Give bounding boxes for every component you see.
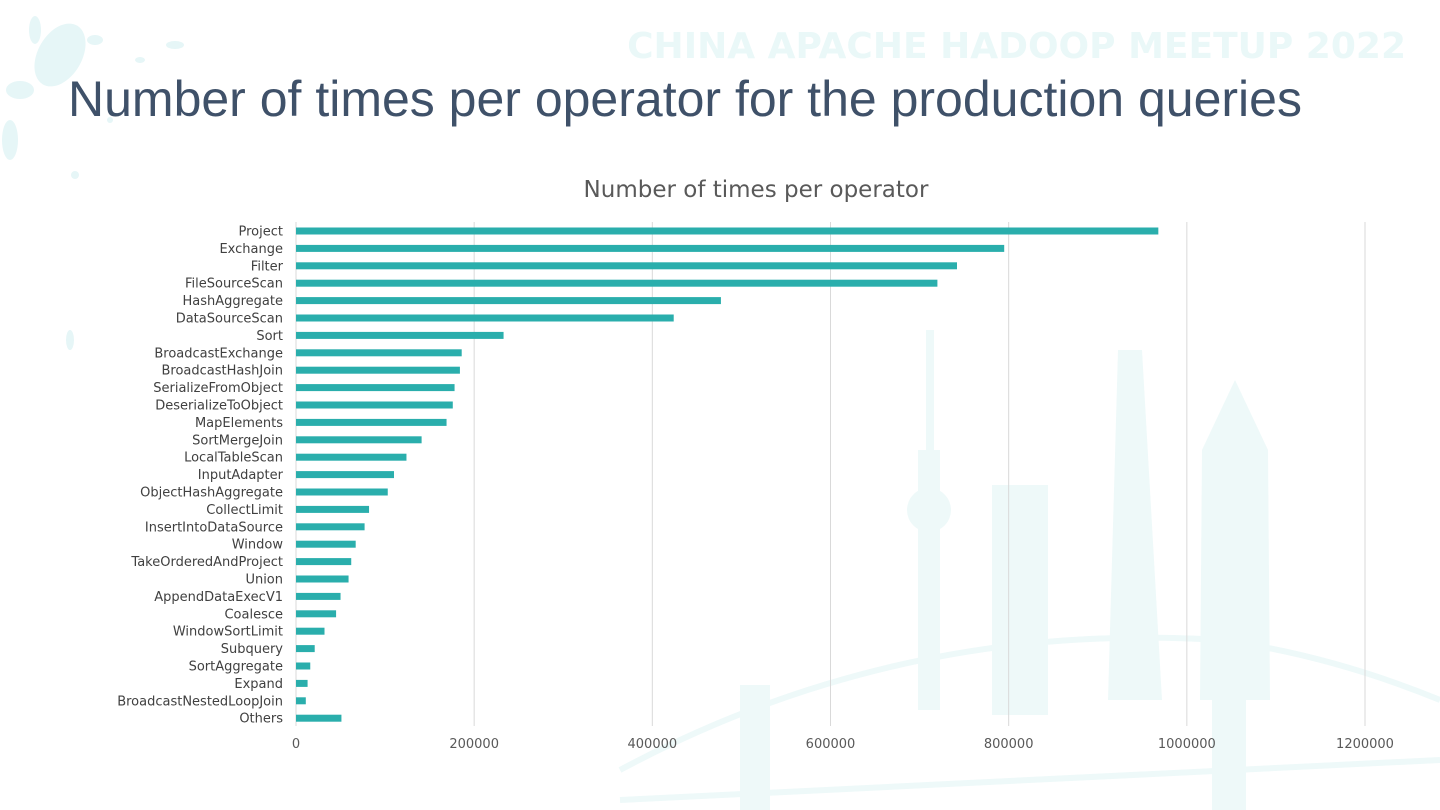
bar-broadcastexchange [296, 349, 462, 357]
bar-datasourcescan [296, 314, 674, 322]
slide-title: Number of times per operator for the pro… [68, 71, 1302, 127]
bar-localtablescan [296, 453, 407, 461]
category-label: MapElements [195, 416, 283, 431]
x-tick-label: 1200000 [1336, 737, 1394, 752]
category-label: ObjectHashAggregate [140, 486, 283, 501]
bar-filter [296, 262, 957, 270]
category-label: TakeOrderedAndProject [130, 555, 283, 570]
bar-project [296, 227, 1159, 235]
bar-broadcastnestedloopjoin [296, 697, 306, 705]
bar-others [296, 714, 342, 722]
bar-collectlimit [296, 505, 370, 513]
category-label: WindowSortLimit [173, 625, 283, 640]
bar-window [296, 540, 356, 548]
category-label: SortMergeJoin [192, 433, 283, 448]
bar-takeorderedandproject [296, 558, 352, 566]
bar-sortaggregate [296, 662, 311, 670]
category-label: LocalTableScan [184, 451, 283, 466]
category-label: Exchange [219, 242, 283, 257]
category-label: InputAdapter [198, 468, 284, 483]
x-tick-label: 1000000 [1158, 737, 1216, 752]
category-labels: Project Exchange Filter FileSourceScan HashA… [117, 225, 283, 727]
category-label: Union [245, 573, 283, 588]
category-label: BroadcastNestedLoopJoin [117, 694, 283, 709]
category-label: Expand [234, 677, 283, 692]
category-label: SortAggregate [189, 660, 283, 675]
x-axis-ticks: 0 200000 400000 600000 800000 1000000 1200000 [292, 737, 1394, 752]
bar-serializefromobject [296, 384, 455, 392]
category-label: SerializeFromObject [153, 381, 283, 396]
category-label: BroadcastHashJoin [161, 364, 283, 379]
category-label: FileSourceScan [185, 277, 283, 292]
bar-deserializetoobject [296, 401, 453, 409]
category-label: BroadcastExchange [154, 346, 283, 361]
category-label: Sort [256, 329, 283, 344]
category-label: AppendDataExecV1 [154, 590, 283, 605]
bar-objecthashaggregate [296, 488, 388, 496]
x-tick-label: 400000 [628, 737, 678, 752]
x-tick-label: 0 [292, 737, 300, 752]
event-watermark: CHINA APACHE HADOOP MEETUP 2022 [627, 26, 1406, 67]
category-label: CollectLimit [206, 503, 283, 518]
x-tick-label: 200000 [449, 737, 499, 752]
category-label: Others [239, 712, 283, 727]
category-label: Project [239, 225, 283, 240]
bar-windowsortlimit [296, 627, 325, 635]
bar-filesourcescan [296, 279, 938, 287]
chart-title: Number of times per operator [584, 177, 929, 203]
bar-union [296, 575, 349, 583]
bar-insertintodatasource [296, 523, 365, 531]
category-label: Coalesce [224, 607, 283, 622]
bars [296, 227, 1159, 722]
bar-sort [296, 331, 504, 339]
category-label: Window [232, 538, 284, 553]
bar-inputadapter [296, 471, 394, 479]
bar-appenddataexecv1 [296, 592, 341, 600]
bar-hashaggregate [296, 297, 721, 305]
category-label: Filter [251, 259, 284, 274]
x-tick-label: 800000 [984, 737, 1034, 752]
bar-sortmergejoin [296, 436, 422, 444]
bar-exchange [296, 244, 1005, 252]
category-label: Subquery [221, 642, 284, 657]
category-label: DataSourceScan [176, 312, 283, 327]
category-label: DeserializeToObject [155, 399, 283, 414]
category-label: InsertIntoDataSource [145, 520, 283, 535]
x-tick-label: 600000 [806, 737, 856, 752]
category-label: HashAggregate [182, 294, 283, 309]
bar-coalesce [296, 610, 337, 618]
bar-expand [296, 679, 308, 687]
bar-broadcasthashjoin [296, 366, 460, 374]
bar-mapelements [296, 418, 447, 426]
bar-subquery [296, 645, 315, 653]
